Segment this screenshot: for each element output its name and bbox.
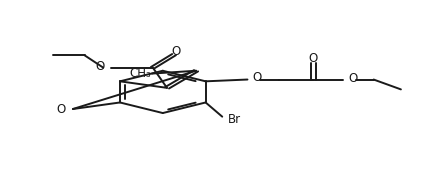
Text: O: O <box>308 52 318 65</box>
Text: O: O <box>96 60 105 73</box>
Text: O: O <box>348 72 357 85</box>
Text: CH₃: CH₃ <box>129 67 151 80</box>
Text: Br: Br <box>228 113 241 126</box>
Text: O: O <box>57 103 66 116</box>
Text: O: O <box>171 45 181 58</box>
Text: O: O <box>252 71 261 84</box>
